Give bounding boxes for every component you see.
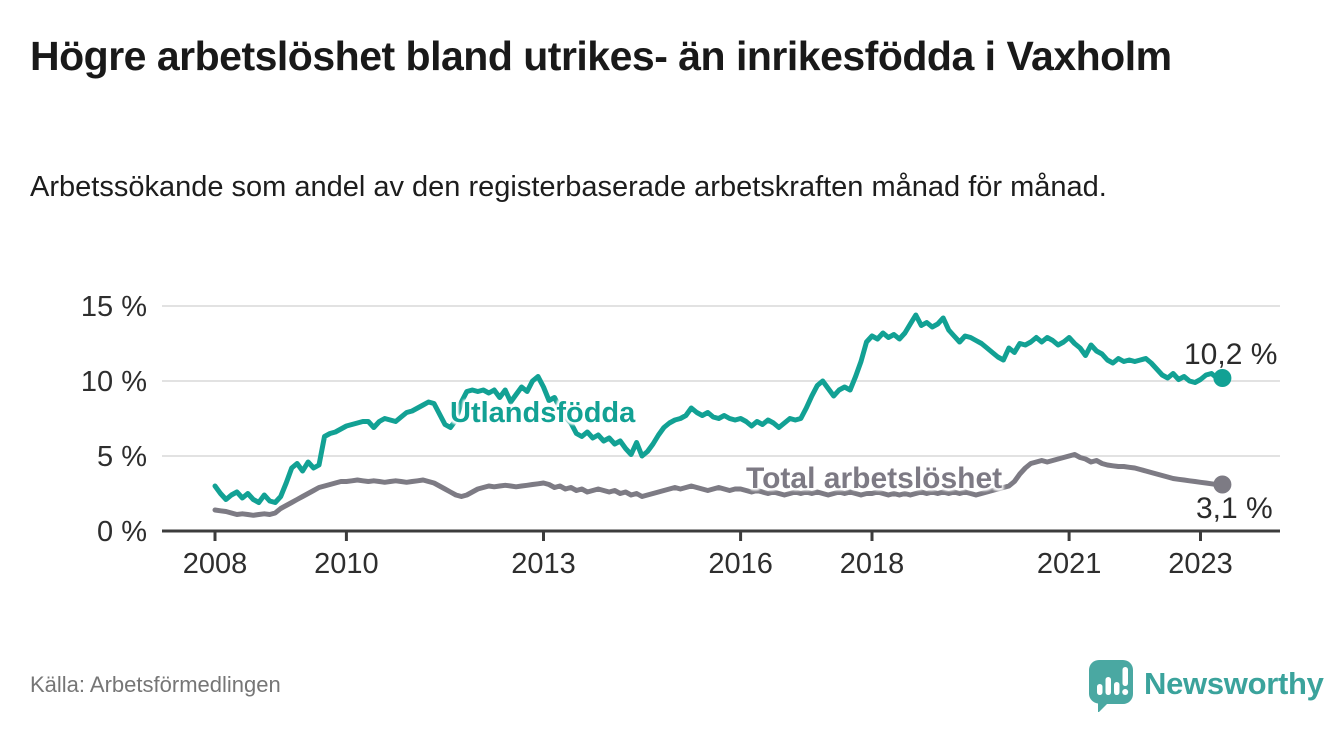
y-tick-label: 5 % <box>97 441 147 473</box>
x-tick-label: 2018 <box>840 548 905 580</box>
series-label-utlandsfodda: Utlandsfödda <box>450 397 636 429</box>
newsworthy-logo-text: Newsworthy <box>1144 666 1324 701</box>
page-subtitle: Arbetssökande som andel av den registerb… <box>30 171 1107 203</box>
x-tick-label: 2010 <box>314 548 379 580</box>
end-value-total-arbetsloshet: 3,1 % <box>1196 492 1273 525</box>
series-end-dot <box>1213 369 1232 387</box>
y-tick-label: 10 % <box>81 366 147 398</box>
y-tick-label: 0 % <box>97 516 147 548</box>
series-line <box>212 452 1225 518</box>
x-tick-label: 2021 <box>1037 548 1102 580</box>
newsworthy-bubble-chart-icon <box>1089 660 1133 712</box>
series-end-dot <box>1213 475 1232 494</box>
x-tick-label: 2008 <box>183 548 248 580</box>
y-tick-label: 15 % <box>81 291 147 323</box>
newsworthy-logo: Newsworthy <box>1086 656 1324 712</box>
x-tick-label: 2013 <box>511 548 576 580</box>
source-note: Källa: Arbetsförmedlingen <box>30 672 281 697</box>
series-line <box>212 312 1225 505</box>
x-tick-label: 2023 <box>1168 548 1233 580</box>
page-title: Högre arbetslöshet bland utrikes- än inr… <box>30 33 1172 79</box>
x-tick-label: 2016 <box>708 548 773 580</box>
end-value-utlandsfodda: 10,2 % <box>1184 338 1278 371</box>
series-label-total-arbetsloshet: Total arbetslöshet <box>746 462 1003 495</box>
